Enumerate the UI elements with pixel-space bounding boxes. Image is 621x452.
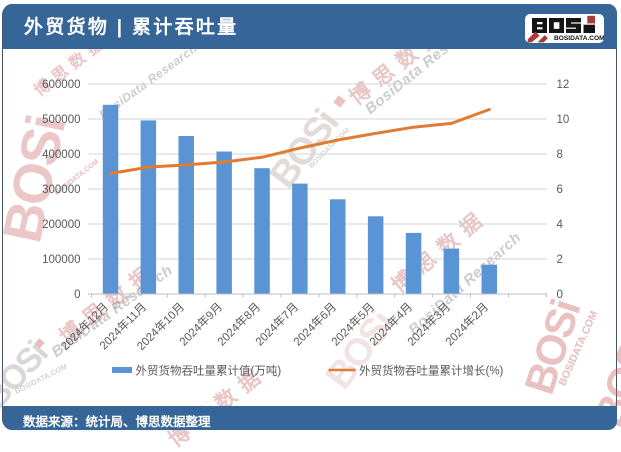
svg-text:0: 0 <box>557 289 563 301</box>
svg-text:2: 2 <box>557 254 563 266</box>
svg-text:外贸货物吞吐量累计值(万吨): 外贸货物吞吐量累计值(万吨) <box>136 364 282 378</box>
svg-text:4: 4 <box>557 219 564 231</box>
svg-text:BOSIDATA.COM: BOSIDATA.COM <box>554 35 604 42</box>
svg-text:500000: 500000 <box>42 114 80 126</box>
svg-text:8: 8 <box>557 149 563 161</box>
svg-text:10: 10 <box>557 114 570 126</box>
svg-text:12: 12 <box>557 79 570 91</box>
svg-text:0: 0 <box>74 289 80 301</box>
svg-text:300000: 300000 <box>42 184 80 196</box>
svg-text:400000: 400000 <box>42 149 80 161</box>
svg-text:600000: 600000 <box>42 79 80 91</box>
svg-text:100000: 100000 <box>42 254 80 266</box>
svg-text:200000: 200000 <box>42 219 80 231</box>
svg-text:6: 6 <box>557 184 563 196</box>
svg-text:外贸货物吞吐量累计增长(%): 外贸货物吞吐量累计增长(%) <box>359 364 504 378</box>
